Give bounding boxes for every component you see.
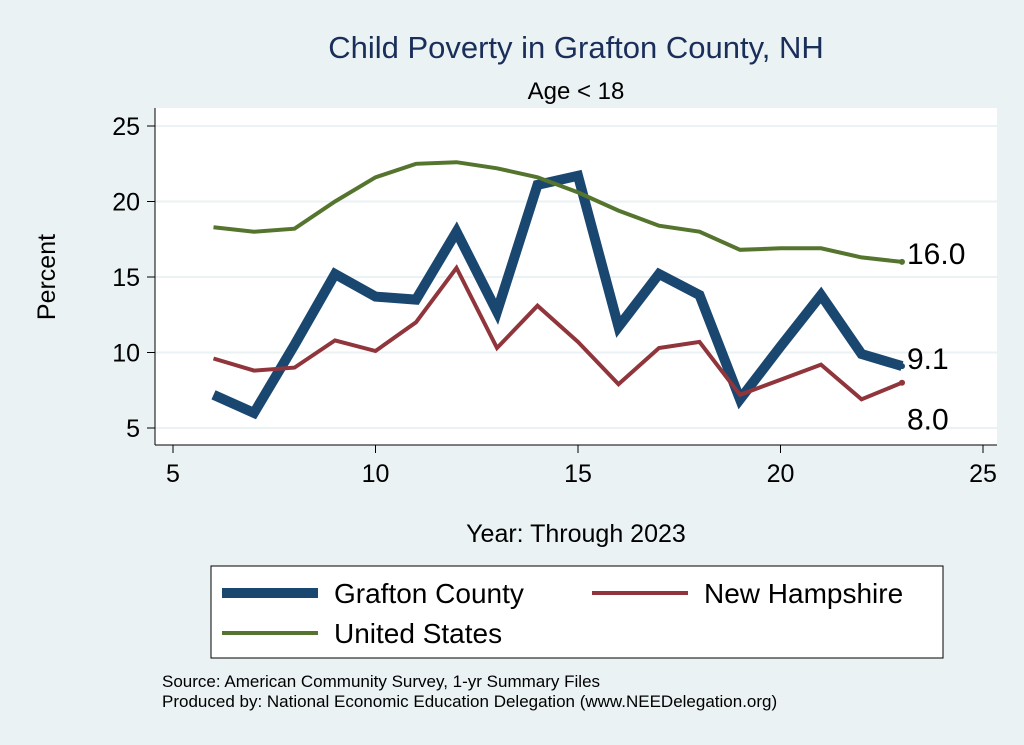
end-marker-grafton-county (899, 363, 905, 370)
series-line-grafton-county (211, 169, 904, 420)
y-tick-label-20: 20 (112, 189, 140, 217)
x-tick-label-15: 15 (564, 460, 592, 488)
end-label-new-hampshire: 8.0 (907, 404, 949, 437)
x-tick-label-10: 10 (362, 460, 390, 488)
y-tick-label-5: 5 (126, 415, 140, 443)
y-tick-label-10: 10 (112, 340, 140, 368)
end-label-united-states: 16.0 (907, 238, 965, 271)
y-tick-label-15: 15 (112, 264, 140, 292)
legend-label-united-states: United States (334, 618, 502, 649)
series-lines (211, 160, 905, 420)
x-tick-label-25: 25 (969, 460, 997, 488)
source-note: Source: American Community Survey, 1-yr … (162, 672, 600, 691)
x-axis-title: Year: Through 2023 (466, 520, 686, 548)
end-label-grafton-county: 9.1 (907, 343, 949, 376)
legend: Grafton County New Hampshire United States (222, 578, 903, 649)
producer-note: Produced by: National Economic Education… (162, 692, 777, 711)
series-line-new-hampshire (212, 264, 903, 402)
end-marker-new-hampshire (899, 379, 905, 386)
chart-subtitle: Age < 18 (528, 78, 625, 105)
y-tick-label-25: 25 (112, 113, 140, 141)
legend-label-new-hampshire: New Hampshire (704, 578, 903, 609)
x-tick-label-5: 5 (166, 460, 180, 488)
legend-box (210, 565, 944, 659)
end-labels: 9.1 8.0 16.0 (907, 238, 965, 437)
x-tick-label-20: 20 (767, 460, 795, 488)
series-line-united-states (213, 160, 903, 264)
axes: 5 10 15 20 25 5 10 15 20 25 (112, 108, 997, 488)
y-axis-title: Percent (33, 234, 61, 320)
end-marker-united-states (899, 258, 905, 265)
chart-title: Child Poverty in Grafton County, NH (328, 30, 824, 65)
legend-label-grafton-county: Grafton County (334, 578, 524, 609)
